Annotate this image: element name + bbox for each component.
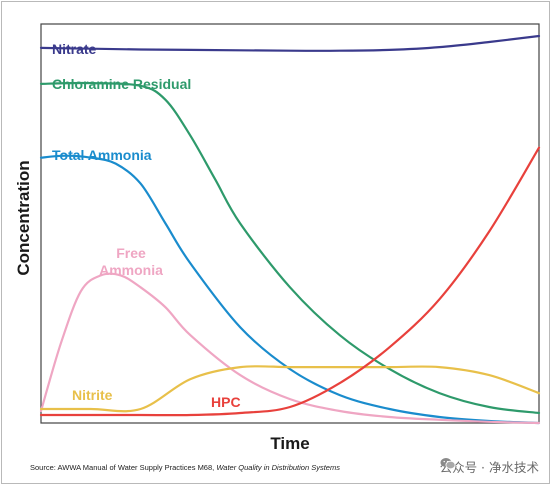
series-line-nitrate [39, 34, 541, 52]
label-nitrite-5: Nitrite [72, 387, 113, 403]
source-title: Water Quality in Distribution Systems [216, 463, 340, 472]
watermark: 公众号 · 净水技术 [440, 457, 539, 476]
plot-area [40, 23, 540, 424]
series-line-total-ammonia [39, 154, 541, 425]
label-nitrate-0: Nitrate [52, 41, 97, 57]
wechat-icon [440, 458, 456, 470]
label-free-3: Free [116, 245, 146, 261]
source-note: Source: AWWA Manual of Water Supply Prac… [30, 463, 340, 472]
watermark-text: 公众号 · 净水技术 [439, 460, 539, 475]
series-line-chloramine-residual [39, 81, 541, 415]
y-axis-title: Concentration [14, 160, 33, 275]
label-ammonia-4: Ammonia [99, 262, 163, 278]
series-line-free-ammonia [39, 272, 541, 425]
series-line-nitrite [39, 365, 541, 413]
label-total-ammonia-2: Total Ammonia [52, 147, 152, 163]
label-chloramine-residual-1: Chloramine Residual [52, 76, 191, 92]
series-line-hpc [39, 146, 541, 417]
label-layer: Nitrate Chloramine Residual Total Ammonia F… [52, 41, 241, 410]
source-prefix: Source: AWWA Manual of Water Supply Prac… [30, 463, 217, 472]
series-layer [39, 34, 541, 425]
x-axis-title: Time [270, 434, 309, 453]
label-hpc-6: HPC [211, 394, 241, 410]
